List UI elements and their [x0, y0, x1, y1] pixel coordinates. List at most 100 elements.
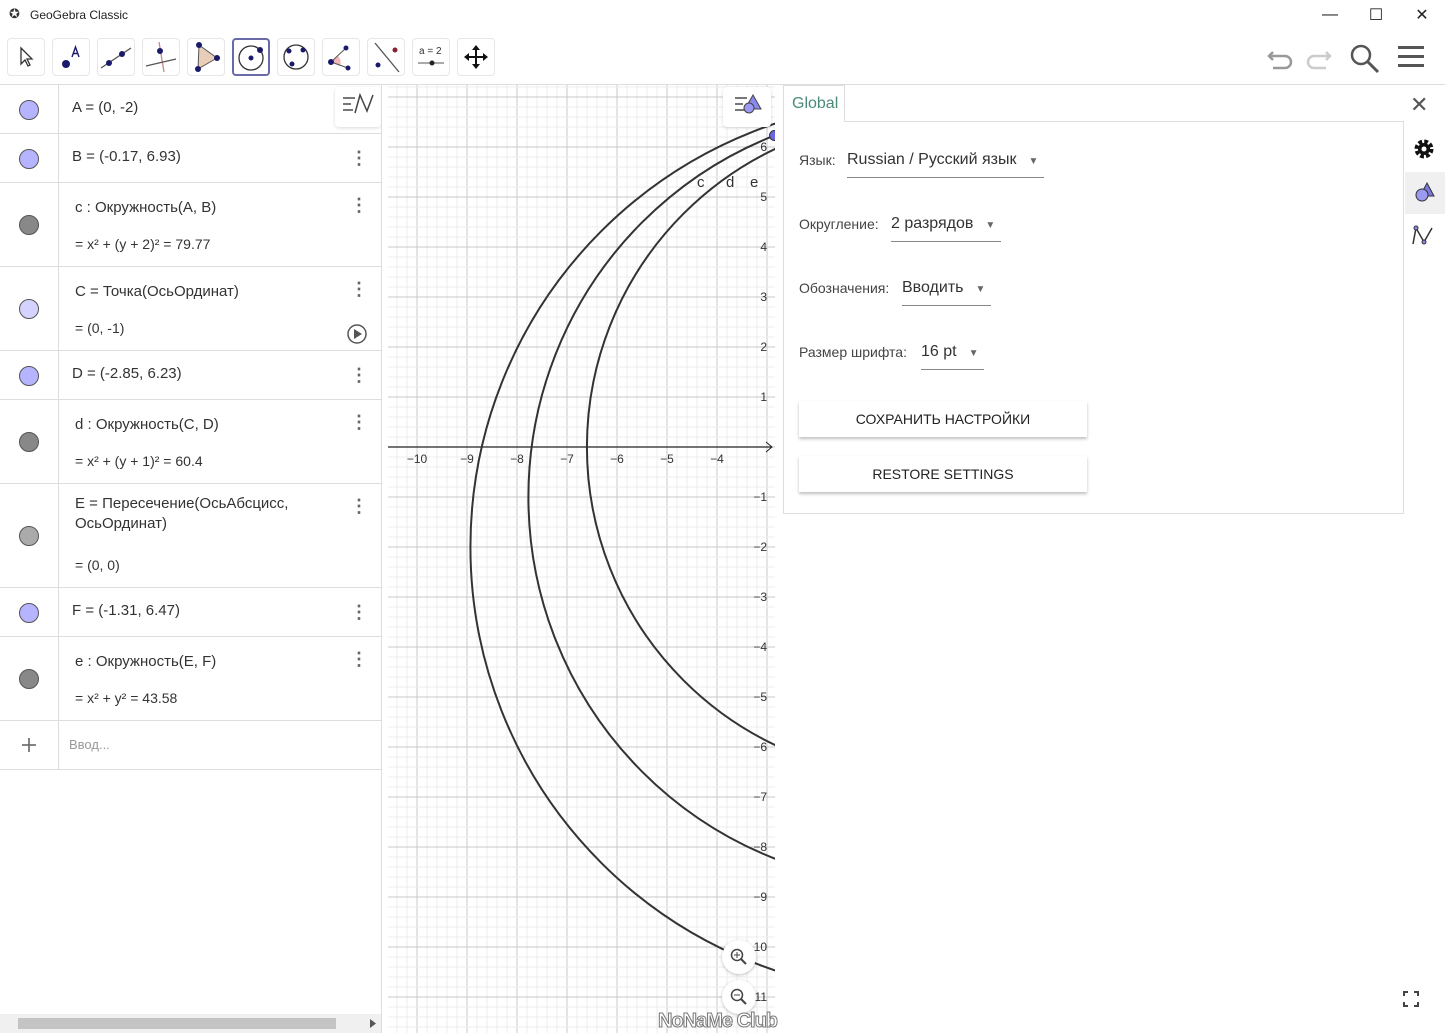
tool-move[interactable]	[7, 38, 45, 76]
rounding-dropdown[interactable]: 2 разрядов ▼	[891, 215, 1001, 242]
object-visibility-dot[interactable]	[19, 432, 39, 452]
maximize-button[interactable]: ☐	[1368, 7, 1384, 24]
tool-circle-three-points[interactable]	[277, 38, 315, 76]
perpendicular-line-icon	[145, 41, 177, 73]
object-visibility-dot[interactable]	[19, 602, 39, 623]
circle-label-c: c	[697, 174, 705, 191]
object-visibility-dot[interactable]	[19, 99, 39, 120]
more-options-button[interactable]: ⋮	[350, 279, 368, 299]
algebra-item[interactable]: F = (-1.31, 6.47) ⋮	[0, 588, 381, 637]
plus-icon[interactable]	[20, 736, 38, 754]
algebra-item[interactable]: A = (0, -2)	[0, 85, 381, 134]
tool-polygon[interactable]	[187, 38, 225, 76]
definition-text[interactable]: A = (0, -2)	[72, 99, 139, 116]
algebra-item[interactable]: B = (-0.17, 6.93) ⋮	[0, 134, 381, 183]
close-window-button[interactable]: ✕	[1415, 7, 1429, 24]
language-value: Russian / Русский язык	[847, 151, 1017, 168]
value-text: = (0, 0)	[75, 557, 120, 573]
object-visibility-dot[interactable]	[19, 299, 39, 319]
undo-icon[interactable]	[1265, 44, 1297, 72]
visibility-toggle[interactable]	[0, 588, 59, 636]
graphics-view[interactable]: −10 −9 −8 −7 −6 −5 −4 6 5 4 3 2 1 −1 −2 −3 −4 −5 −6 −7 −8 −9 1…	[388, 85, 775, 1033]
visibility-toggle[interactable]	[0, 267, 59, 350]
object-visibility-dot[interactable]	[19, 365, 39, 386]
scrollbar-thumb[interactable]	[18, 1018, 336, 1029]
object-visibility-dot[interactable]	[19, 148, 39, 169]
visibility-toggle[interactable]	[0, 85, 59, 133]
more-options-button[interactable]: ⋮	[350, 195, 368, 215]
algebra-style-toggle[interactable]	[335, 87, 381, 127]
language-dropdown[interactable]: Russian / Русский язык ▼	[847, 151, 1044, 178]
tool-slider[interactable]: a = 2	[412, 38, 450, 76]
graphics-settings-tab[interactable]	[1405, 172, 1445, 214]
dropdown-arrow-icon: ▼	[968, 348, 979, 359]
tool-circle-center-point[interactable]	[232, 38, 270, 76]
visibility-toggle[interactable]	[0, 637, 59, 720]
style-bar-toggle[interactable]	[723, 87, 771, 127]
algebra-input[interactable]: Ввод...	[69, 737, 110, 752]
graphics-canvas[interactable]: −10 −9 −8 −7 −6 −5 −4654321−1−2−3−4−5−6−7−8−91…	[388, 85, 775, 1033]
labeling-dropdown[interactable]: Вводить ▼	[902, 279, 991, 306]
algebra-item[interactable]: c : Окружность(A, B) = x² + (y + 2)² = 79…	[0, 183, 381, 267]
y-tick-label: −5	[753, 690, 767, 704]
algebra-input-row[interactable]: Ввод...	[0, 721, 381, 770]
rounding-label: Округление:	[799, 216, 879, 232]
definition-text[interactable]: E = Пересечение(ОсьАбсцисс, ОсьОрдинат)	[75, 495, 289, 532]
algebra-item[interactable]: C = Точка(ОсьОрдинат) = (0, -1) ⋮	[0, 267, 381, 351]
tool-point[interactable]	[52, 38, 90, 76]
fullscreen-icon[interactable]	[1400, 988, 1422, 1010]
more-options-button[interactable]: ⋮	[350, 365, 368, 385]
x-tick-label: −6	[610, 452, 624, 466]
horizontal-scrollbar[interactable]	[0, 1014, 381, 1033]
visibility-toggle[interactable]	[0, 134, 59, 182]
close-settings-button[interactable]: ✕	[1410, 92, 1429, 117]
tool-move-view[interactable]	[457, 38, 495, 76]
zoom-in-button[interactable]	[722, 940, 756, 974]
algebra-settings-icon[interactable]	[1410, 222, 1438, 250]
more-options-button[interactable]: ⋮	[350, 148, 368, 168]
font-size-dropdown[interactable]: 16 pt ▼	[921, 343, 984, 370]
tab-global[interactable]: Global	[783, 85, 845, 122]
search-icon[interactable]	[1348, 42, 1382, 74]
definition-text[interactable]: c : Окружность(A, B)	[75, 199, 217, 216]
tool-line[interactable]	[97, 38, 135, 76]
gear-icon[interactable]	[1411, 136, 1437, 162]
more-options-button[interactable]: ⋮	[350, 412, 368, 432]
circle-label-e: e	[750, 174, 758, 191]
redo-icon[interactable]	[1302, 44, 1334, 72]
definition-text[interactable]: B = (-0.17, 6.93)	[72, 148, 181, 165]
definition-text[interactable]: d : Окружность(C, D)	[75, 416, 219, 433]
tool-perpendicular[interactable]	[142, 38, 180, 76]
rounding-value: 2 разрядов	[891, 215, 974, 232]
object-visibility-dot[interactable]	[19, 669, 39, 689]
play-icon[interactable]	[346, 323, 368, 345]
y-tick-label: −9	[753, 890, 767, 904]
definition-text[interactable]: C = Точка(ОсьОрдинат)	[75, 283, 239, 300]
visibility-toggle[interactable]	[0, 183, 59, 266]
algebra-item[interactable]: D = (-2.85, 6.23) ⋮	[0, 351, 381, 400]
visibility-toggle[interactable]	[0, 484, 59, 587]
zoom-out-button[interactable]	[722, 980, 756, 1014]
algebra-item[interactable]: d : Окружность(C, D) = x² + (y + 1)² = 60…	[0, 400, 381, 484]
save-settings-button[interactable]: СОХРАНИТЬ НАСТРОЙКИ	[799, 401, 1087, 437]
menu-icon[interactable]	[1396, 44, 1426, 70]
more-options-button[interactable]: ⋮	[350, 649, 368, 669]
scroll-right-icon[interactable]	[369, 1019, 377, 1028]
minimize-button[interactable]: —	[1322, 6, 1338, 23]
definition-text[interactable]: D = (-2.85, 6.23)	[72, 365, 182, 382]
restore-settings-button[interactable]: RESTORE SETTINGS	[799, 456, 1087, 492]
tool-angle[interactable]	[322, 38, 360, 76]
object-visibility-dot[interactable]	[19, 215, 39, 235]
more-options-button[interactable]: ⋮	[350, 496, 368, 516]
algebra-item[interactable]: E = Пересечение(ОсьАбсцисс, ОсьОрдинат) =…	[0, 484, 381, 588]
circle-label-d: d	[726, 174, 734, 191]
definition-text[interactable]: e : Окружность(E, F)	[75, 653, 217, 670]
tool-reflect[interactable]	[367, 38, 405, 76]
algebra-item[interactable]: e : Окружность(E, F) = x² + y² = 43.58 ⋮	[0, 637, 381, 721]
object-visibility-dot[interactable]	[19, 526, 39, 546]
visibility-toggle[interactable]	[0, 400, 59, 483]
definition-text[interactable]: F = (-1.31, 6.47)	[72, 602, 180, 619]
visibility-toggle[interactable]	[0, 351, 59, 399]
graphics-settings-icon	[1415, 181, 1435, 202]
more-options-button[interactable]: ⋮	[350, 602, 368, 622]
